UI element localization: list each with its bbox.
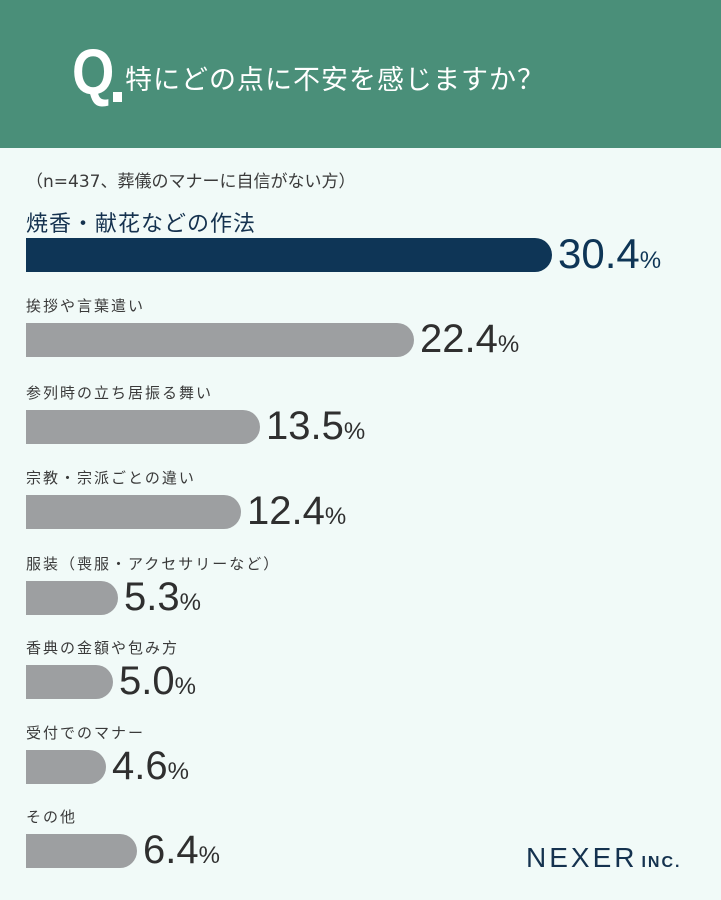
value-number: 5.0 [119,659,175,703]
bar [26,750,106,784]
bar-value: 5.3% [124,577,201,623]
bar-label: 香典の金額や包み方 [26,639,180,657]
bar [26,238,552,272]
bar-label: 宗教・宗派ごとの違い [26,469,196,487]
bar-value: 12.4% [247,491,346,537]
bar [26,495,241,529]
value-number: 22.4 [420,317,498,361]
logo-name: NEXER [526,842,638,873]
sample-note: （n=437、葬儀のマナーに自信がない方） [26,172,356,192]
company-logo: NEXER INC. [526,842,681,874]
bar-label: 挨拶や言葉遣い [26,297,146,315]
bar-value: 13.5% [266,406,365,452]
value-number: 5.3 [124,575,180,619]
q-mark: Q [72,36,115,108]
bar-value: 5.0% [119,661,196,707]
percent-sign: % [343,418,366,445]
percent-sign: % [167,758,189,785]
bar [26,665,113,699]
bar-value: 30.4% [558,233,662,281]
bar-label: 参列時の立ち居振る舞い [26,384,214,402]
logo-suffix: INC. [641,854,682,871]
bar [26,581,118,615]
value-number: 30.4 [558,230,640,277]
percent-sign: % [639,247,662,274]
bar-value: 6.4% [143,830,220,876]
percent-sign: % [179,589,201,616]
question-header: Q 特にどの点に不安を感じますか？ [0,0,721,148]
value-number: 13.5 [266,404,344,448]
percent-sign: % [324,503,347,530]
q-dot [113,92,122,102]
value-number: 6.4 [143,828,199,872]
bar-label: 焼香・献花などの作法 [26,212,257,237]
percent-sign: % [497,331,520,358]
question-title: 特にどの点に不安を感じますか？ [125,65,545,96]
value-number: 12.4 [247,489,325,533]
bar [26,834,137,868]
bar-value: 22.4% [420,319,519,365]
bar [26,323,414,357]
bar [26,410,260,444]
percent-sign: % [174,673,196,700]
bar-label: 受付でのマナー [26,724,146,742]
value-number: 4.6 [112,744,168,788]
bar-label: 服装（喪服・アクセサリーなど） [26,555,281,573]
bar-label: その他 [26,808,78,826]
percent-sign: % [198,842,220,869]
bar-value: 4.6% [112,746,189,792]
